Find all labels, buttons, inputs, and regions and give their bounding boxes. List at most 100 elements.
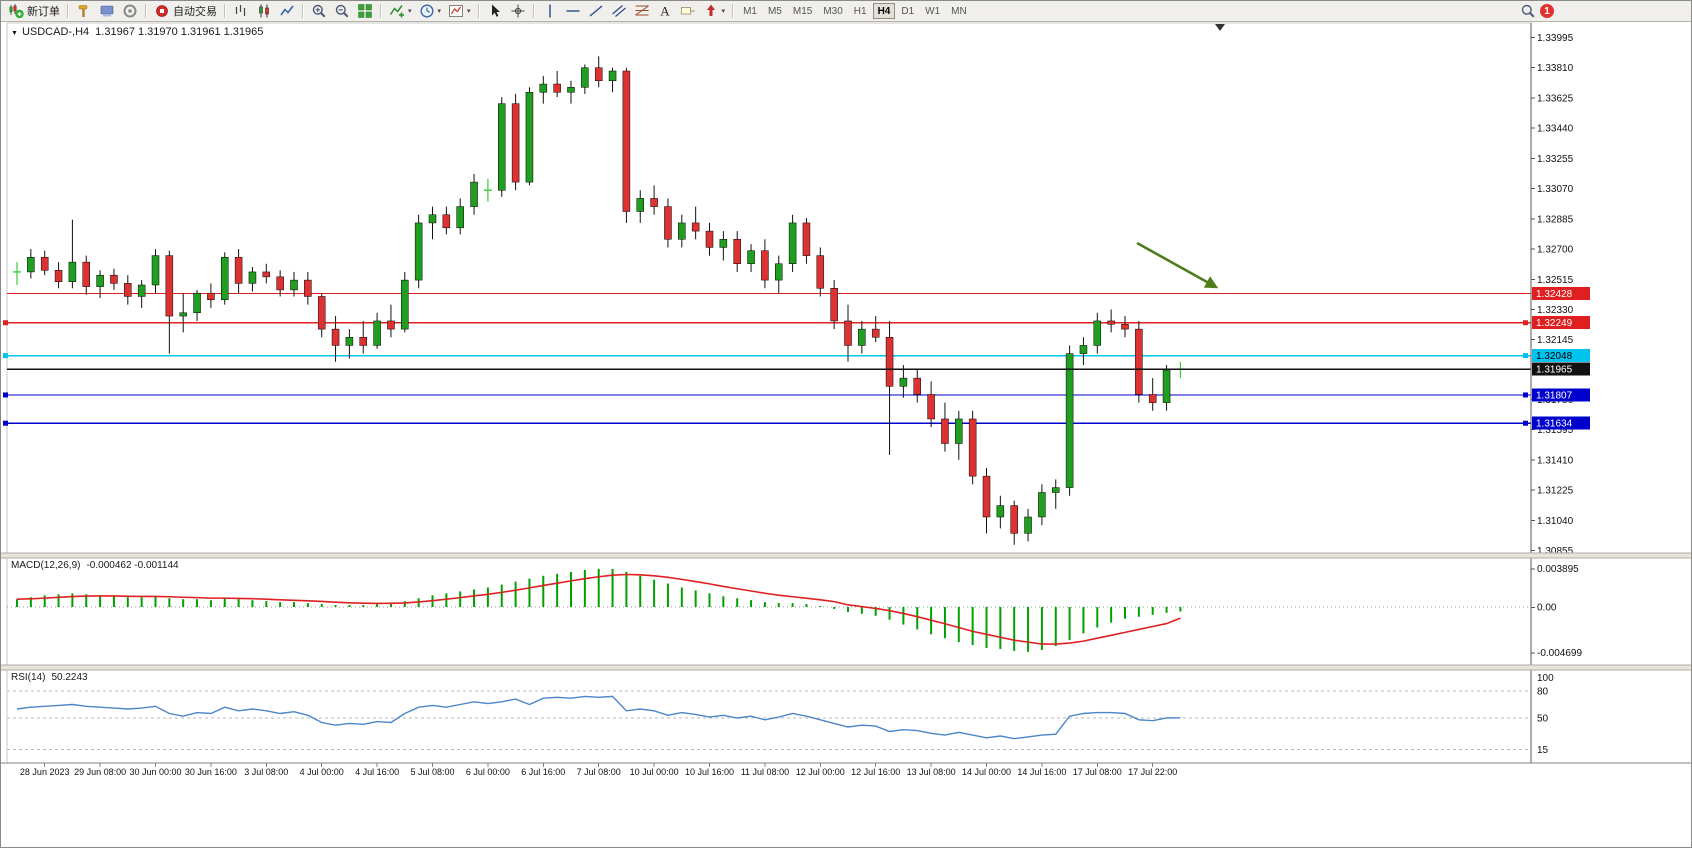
channel-button[interactable]: [608, 2, 630, 20]
timeframe-button-m1[interactable]: M1: [738, 3, 762, 19]
metaeditor-button[interactable]: [73, 2, 95, 20]
date-axis[interactable]: 28 Jun 2023 29 Jun 08:00 30 Jun 00:00 30 Ju…: [1, 762, 1692, 777]
candlestick-button[interactable]: [253, 2, 275, 20]
toolbar-separator: [532, 4, 535, 18]
line-handle[interactable]: [3, 320, 8, 326]
bear-candle: [733, 239, 741, 265]
tile-windows-button[interactable]: [354, 2, 376, 20]
price-tag: [1532, 362, 1590, 376]
macd-axis-label: -0.004699: [1537, 648, 1582, 659]
line-handle[interactable]: [1523, 353, 1528, 359]
bull-candle: [345, 337, 354, 346]
bull-candle: [1024, 516, 1032, 534]
cursor-button[interactable]: [484, 2, 506, 20]
line-handle[interactable]: [3, 420, 8, 426]
zoom-out-icon: [335, 4, 349, 18]
bear-candle: [165, 255, 174, 317]
bull-candle: [955, 418, 963, 444]
line-handle[interactable]: [1523, 392, 1528, 398]
chevron-down-icon[interactable]: ▾: [408, 7, 412, 15]
line-handle[interactable]: [3, 392, 8, 398]
date-axis-label: 4 Jul 00:00: [300, 767, 344, 777]
price-tag: [1532, 349, 1590, 363]
timeframe-button-m15[interactable]: M15: [788, 3, 817, 19]
pane-splitter[interactable]: [1, 665, 1692, 670]
chart-area[interactable]: 1.33995 1.33810 1.33625 1.33440 1.33255 1.330…: [1, 21, 1692, 848]
bull-candle: [221, 256, 229, 300]
one-click-trading-toggle[interactable]: ▼: [11, 30, 18, 37]
chevron-down-icon[interactable]: ▾: [437, 7, 442, 15]
timeframe-button-w1[interactable]: W1: [920, 3, 945, 19]
chart-shift-marker[interactable]: [1215, 24, 1225, 31]
line-chart-button[interactable]: [276, 2, 298, 20]
price-axis-label: 1.31040: [1537, 516, 1574, 527]
bull-candle: [996, 505, 1005, 518]
timeframe-button-h4[interactable]: H4: [872, 3, 896, 19]
bear-candle: [622, 70, 631, 212]
price-axis[interactable]: 1.33995 1.33810 1.33625 1.33440 1.33255 1.330…: [1530, 23, 1590, 763]
bear-candle: [650, 198, 658, 207]
crosshair-button[interactable]: [507, 2, 529, 20]
bull-candle: [1065, 353, 1074, 488]
fibonacci-button[interactable]: [631, 2, 653, 20]
arrow-object[interactable]: [1136, 241, 1219, 289]
bear-candle: [304, 279, 312, 297]
bear-candle: [442, 214, 451, 229]
timeframe-button-mn[interactable]: MN: [946, 3, 972, 19]
zoom-out-button[interactable]: [331, 2, 353, 20]
label-button[interactable]: [677, 2, 699, 20]
line-handle[interactable]: [1523, 320, 1528, 326]
zoom-in-icon: [312, 4, 326, 18]
bear-candle: [1135, 328, 1143, 395]
plot-border: [6, 22, 1532, 764]
timeframe-button-m30[interactable]: M30: [818, 3, 847, 19]
line-handles[interactable]: [3, 320, 1528, 426]
chevron-down-icon[interactable]: ▾: [467, 7, 471, 15]
hline-icon: [566, 10, 580, 12]
hline-button[interactable]: [562, 2, 584, 20]
zoom-in-button[interactable]: [308, 2, 330, 20]
indicators-button[interactable]: ▾: [386, 2, 415, 20]
bull-candle: [193, 292, 201, 314]
text-button[interactable]: A: [654, 2, 676, 20]
arrows-button[interactable]: ▾: [700, 2, 729, 20]
toolbar-separator: [302, 4, 304, 18]
autotrade-button[interactable]: 自动交易: [151, 2, 220, 20]
rsi-pane: 100 80 50 15: [7, 673, 1554, 756]
toolbar-separator: [380, 4, 382, 18]
vline-button[interactable]: [539, 2, 561, 20]
timeframe-button-m5[interactable]: M5: [763, 3, 787, 19]
price-axis-label: 1.33810: [1537, 63, 1574, 74]
trendline-button[interactable]: [585, 2, 607, 20]
timeframe-button-d1[interactable]: D1: [896, 3, 919, 19]
search-button[interactable]: [1517, 2, 1539, 20]
vline-icon: [548, 4, 551, 18]
signals-button[interactable]: [119, 2, 141, 20]
price-axis-label: 1.33255: [1537, 154, 1574, 165]
bar-chart-button[interactable]: [230, 2, 252, 20]
date-axis-label: 17 Jul 08:00: [1073, 767, 1122, 777]
bear-candle: [802, 222, 811, 256]
price-axis-label: 1.32330: [1537, 305, 1574, 316]
horizontal-lines: [7, 292, 1531, 424]
notification-badge[interactable]: 1: [1540, 4, 1554, 18]
pane-splitter[interactable]: [1, 553, 1692, 558]
chevron-down-icon[interactable]: ▾: [721, 7, 726, 15]
timeframe-button-h1[interactable]: H1: [849, 3, 872, 19]
bear-candle: [207, 292, 215, 300]
bear-candle: [234, 256, 243, 284]
bull-candle: [608, 70, 617, 82]
line-handle[interactable]: [1523, 420, 1528, 426]
templates-button[interactable]: ▾: [445, 2, 474, 20]
bull-candle: [539, 83, 548, 93]
bear-candle: [913, 377, 921, 395]
bull-candle: [96, 274, 104, 287]
periods-button[interactable]: ▾: [416, 2, 445, 20]
bull-candle: [414, 222, 423, 281]
market-button[interactable]: [96, 2, 118, 20]
new-order-button[interactable]: 新订单: [5, 2, 63, 20]
line-handle[interactable]: [3, 353, 8, 359]
bull-candle: [456, 206, 464, 229]
date-axis-label: 12 Jul 16:00: [851, 767, 900, 777]
price-axis-label: 1.33995: [1537, 33, 1574, 44]
